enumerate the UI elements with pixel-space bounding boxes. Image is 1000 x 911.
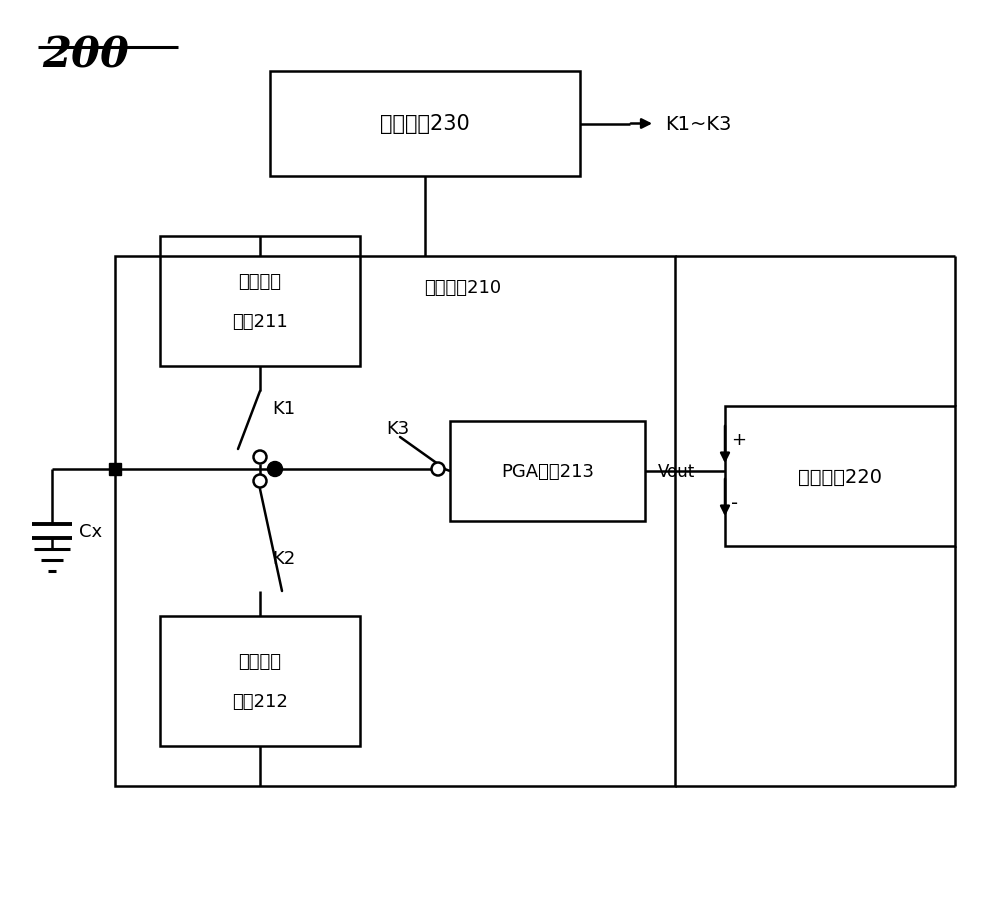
- Bar: [160, 237, 360, 366]
- Bar: [725, 406, 955, 547]
- Text: 电路212: 电路212: [232, 692, 288, 711]
- Bar: [160, 617, 360, 746]
- Text: K2: K2: [272, 550, 295, 568]
- Circle shape: [268, 462, 283, 477]
- Circle shape: [432, 463, 444, 476]
- Text: +: +: [731, 431, 746, 448]
- Text: 处理电路220: 处理电路220: [798, 467, 882, 486]
- Text: -: -: [731, 494, 738, 513]
- Text: 200: 200: [42, 34, 129, 76]
- Text: K3: K3: [386, 420, 410, 437]
- Text: K1: K1: [272, 400, 295, 417]
- Text: Cx: Cx: [79, 522, 102, 540]
- Text: K1~K3: K1~K3: [665, 115, 731, 134]
- Bar: [109, 464, 121, 476]
- Text: 控制电路230: 控制电路230: [380, 115, 470, 134]
- Bar: [115, 257, 675, 786]
- Bar: [270, 72, 580, 177]
- Text: 第一驱动: 第一驱动: [239, 272, 282, 291]
- Circle shape: [254, 451, 266, 464]
- Bar: [450, 422, 645, 521]
- Text: 第一抗消: 第一抗消: [239, 652, 282, 670]
- Text: Vout: Vout: [658, 463, 696, 480]
- Text: 电路211: 电路211: [232, 312, 288, 331]
- Text: 前端电路210: 前端电路210: [424, 279, 501, 297]
- Text: PGA电路213: PGA电路213: [501, 463, 594, 480]
- Circle shape: [254, 475, 266, 488]
